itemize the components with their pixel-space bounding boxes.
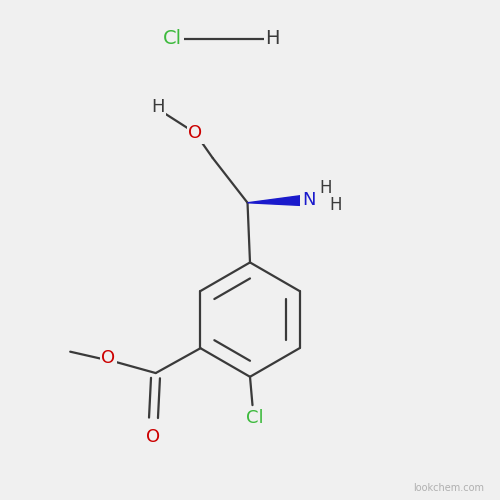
Text: O: O — [188, 124, 202, 142]
Text: H: H — [330, 196, 342, 214]
Text: O: O — [102, 349, 116, 367]
Text: H: H — [320, 179, 332, 197]
Text: N: N — [302, 192, 316, 210]
Text: H: H — [265, 29, 280, 48]
Text: lookchem.com: lookchem.com — [412, 482, 484, 492]
Text: H: H — [152, 98, 165, 116]
Polygon shape — [248, 195, 308, 205]
Text: Cl: Cl — [246, 409, 264, 427]
Text: Cl: Cl — [164, 29, 182, 48]
Text: O: O — [146, 428, 160, 446]
